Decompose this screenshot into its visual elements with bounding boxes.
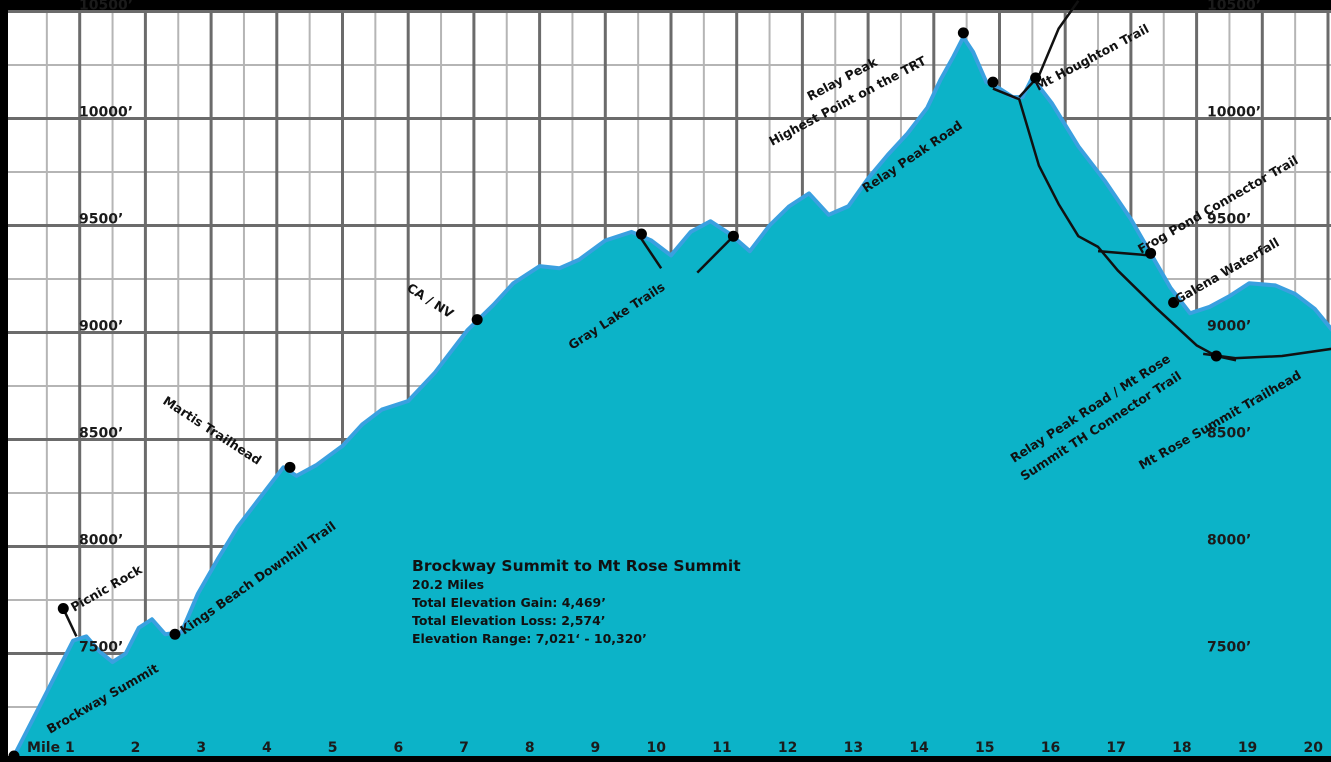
trail-line: [696, 235, 735, 274]
y-tick-label: 10500’: [79, 0, 133, 14]
x-tick-label: 9: [591, 740, 601, 756]
landmark-point: [169, 628, 181, 640]
x-tick-label: 17: [1106, 740, 1125, 756]
y-tick-label: 9000’: [1207, 319, 1251, 335]
landmark-point: [957, 27, 969, 39]
trail-line: [1097, 249, 1151, 257]
elevation-area: [14, 37, 1331, 757]
landmark-point: [1145, 247, 1157, 259]
y-tick-label: 8500’: [1207, 426, 1251, 442]
y-tick-label: 8000’: [79, 533, 123, 549]
info-block: Brockway Summit to Mt Rose Summit 20.2 M…: [412, 557, 741, 646]
x-tick-label: 16: [1041, 740, 1060, 756]
y-tick-label: 8000’: [1207, 533, 1251, 549]
landmark-point: [57, 603, 69, 615]
landmark-point: [727, 230, 739, 242]
x-tick-label: Mile 1: [27, 740, 75, 756]
x-tick-label: 7: [459, 740, 469, 756]
y-tick-label: 9000’: [79, 319, 123, 335]
info-distance: 20.2 Miles: [412, 577, 484, 592]
trail-line: [992, 87, 1237, 362]
y-tick-label: 8500’: [79, 426, 123, 442]
landmark-point: [1030, 72, 1042, 84]
y-tick-label: 10500’: [1207, 0, 1261, 14]
x-tick-label: 12: [778, 740, 797, 756]
x-tick-label: 13: [844, 740, 863, 756]
x-tick-label: 11: [712, 740, 731, 756]
info-loss: Total Elevation Loss: 2,574’: [412, 613, 606, 628]
landmark-point: [8, 750, 20, 762]
x-tick-label: 8: [525, 740, 535, 756]
x-tick-label: 3: [196, 740, 206, 756]
elevation-outline: [12, 35, 1331, 757]
x-tick-label: 15: [975, 740, 994, 756]
x-tick-label: 2: [131, 740, 141, 756]
chart-title: Brockway Summit to Mt Rose Summit: [412, 557, 741, 575]
landmark-point: [471, 314, 483, 326]
info-gain: Total Elevation Gain: 4,469’: [412, 595, 606, 610]
y-axis-ticks: 7500’ 7500’ 8000’ 8000’ 8500’ 8500’ 9000’ 9000’…: [79, 0, 1261, 656]
y-tick-label: 7500’: [1207, 640, 1251, 656]
trail-line: [1018, 0, 1080, 98]
y-tick-label: 7500’: [79, 640, 123, 656]
landmark-point: [987, 76, 999, 88]
landmark-point: [1168, 297, 1180, 309]
x-tick-label: 6: [393, 740, 403, 756]
y-tick-label: 9500’: [1207, 212, 1251, 228]
y-tick-label: 10000’: [1207, 105, 1261, 121]
x-tick-label: 18: [1172, 740, 1191, 756]
x-tick-label: 5: [328, 740, 338, 756]
landmark-points: [8, 27, 1222, 762]
landmark-point: [284, 461, 296, 473]
y-tick-label: 10000’: [79, 105, 133, 121]
info-range: Elevation Range: 7,021‘ - 10,320’: [412, 631, 647, 646]
x-tick-label: 20: [1304, 740, 1324, 756]
trail-line: [637, 233, 663, 269]
x-tick-label: 19: [1238, 740, 1257, 756]
landmark-point: [635, 228, 647, 240]
x-tick-label: 4: [262, 740, 272, 756]
x-axis-ticks: Mile 1 2 3 4 5 6 7 8 9 10 11 12 13 14 15 16 17 18 19 20: [27, 740, 1323, 756]
x-tick-label: 14: [909, 740, 929, 756]
landmark-point: [1210, 350, 1222, 362]
y-tick-label: 9500’: [79, 212, 123, 228]
x-tick-label: 10: [647, 740, 667, 756]
